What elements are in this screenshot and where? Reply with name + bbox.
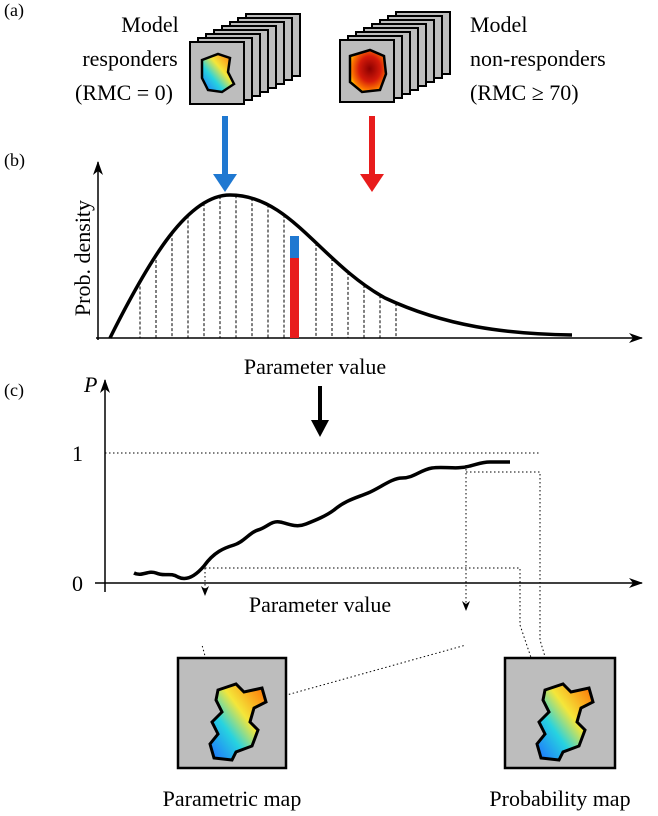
red-bin <box>290 258 299 338</box>
y-axis-label: Prob. density <box>70 200 95 316</box>
slice <box>189 41 245 105</box>
region <box>200 52 236 94</box>
x-axis-label: Parameter value <box>244 354 386 379</box>
image-stack <box>189 13 301 105</box>
x-axis-label: Parameter value <box>249 592 391 617</box>
blue-arrow-head <box>213 174 237 192</box>
non-responders-text: (RMC ≥ 70) <box>470 80 579 105</box>
down-arrow-head <box>311 420 329 437</box>
region <box>348 48 388 94</box>
image-stack <box>339 11 451 103</box>
red-arrow-head <box>360 174 384 192</box>
connector <box>205 567 543 691</box>
non-responders-text: non-responders <box>470 46 606 71</box>
y-axis-label: P <box>83 372 97 397</box>
density-curve <box>108 193 573 339</box>
non-responders-text: Model <box>470 12 527 37</box>
y-tick-label: 0 <box>72 571 83 596</box>
responders-text: (RMC = 0) <box>75 80 173 105</box>
map-label: Parametric map <box>163 786 302 811</box>
connector <box>257 644 467 704</box>
blue-bin <box>290 236 299 258</box>
map-label: Probability map <box>489 786 630 811</box>
panel-label: (c) <box>4 380 24 401</box>
region <box>535 682 595 762</box>
y-tick-label: 1 <box>72 441 83 466</box>
responders-text: responders <box>82 46 177 71</box>
panel-label: (a) <box>4 0 24 21</box>
bins <box>139 195 397 338</box>
region <box>208 682 268 762</box>
probability-curve <box>133 460 510 581</box>
responders-text: Model <box>121 12 178 37</box>
panel-label: (b) <box>4 150 25 171</box>
